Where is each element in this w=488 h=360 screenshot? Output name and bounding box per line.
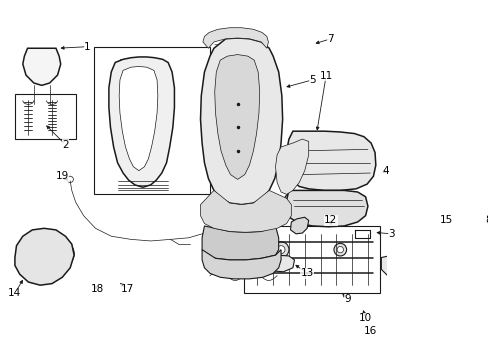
Bar [94,47,209,194]
Polygon shape [381,256,393,276]
Polygon shape [275,139,308,194]
Circle shape [55,247,69,261]
Bar [143,59,150,65]
Polygon shape [286,190,367,227]
Text: 7: 7 [327,34,333,44]
Text: 3: 3 [387,229,394,239]
Circle shape [17,255,40,276]
Polygon shape [23,48,61,85]
Polygon shape [215,224,226,233]
Text: 6: 6 [204,35,210,45]
Text: 8: 8 [485,215,488,225]
Bar [244,226,379,293]
Circle shape [39,244,54,260]
Text: 4: 4 [382,166,388,176]
Text: 1: 1 [84,42,91,52]
Bar [15,94,76,139]
Polygon shape [290,217,308,234]
Text: 18: 18 [90,284,103,294]
Polygon shape [119,67,158,171]
Circle shape [333,243,346,256]
Text: 14: 14 [8,288,21,298]
Polygon shape [214,55,259,179]
Circle shape [42,248,50,256]
Polygon shape [109,57,174,187]
Circle shape [277,246,285,253]
Polygon shape [200,38,282,204]
Text: 10: 10 [358,313,371,323]
Circle shape [25,262,31,269]
Text: 9: 9 [344,294,351,305]
Circle shape [285,194,292,202]
Circle shape [67,176,73,183]
Polygon shape [202,249,281,279]
Text: 19: 19 [56,171,69,181]
Circle shape [273,242,288,257]
Bar [127,59,134,65]
Circle shape [336,247,343,253]
Text: 15: 15 [439,215,452,225]
Polygon shape [202,226,278,260]
Text: 13: 13 [300,268,313,278]
Text: 2: 2 [62,140,69,150]
Text: 11: 11 [319,71,332,81]
Polygon shape [200,190,291,232]
Circle shape [22,259,35,272]
Bar [136,59,142,65]
Circle shape [59,251,65,257]
Polygon shape [15,228,74,285]
Text: 17: 17 [120,284,133,294]
Text: 5: 5 [309,75,315,85]
Polygon shape [203,28,268,48]
Text: 12: 12 [324,215,337,225]
Bar [120,59,126,65]
Circle shape [50,242,74,265]
Polygon shape [264,255,294,272]
Text: 16: 16 [363,326,376,336]
Polygon shape [286,131,375,190]
